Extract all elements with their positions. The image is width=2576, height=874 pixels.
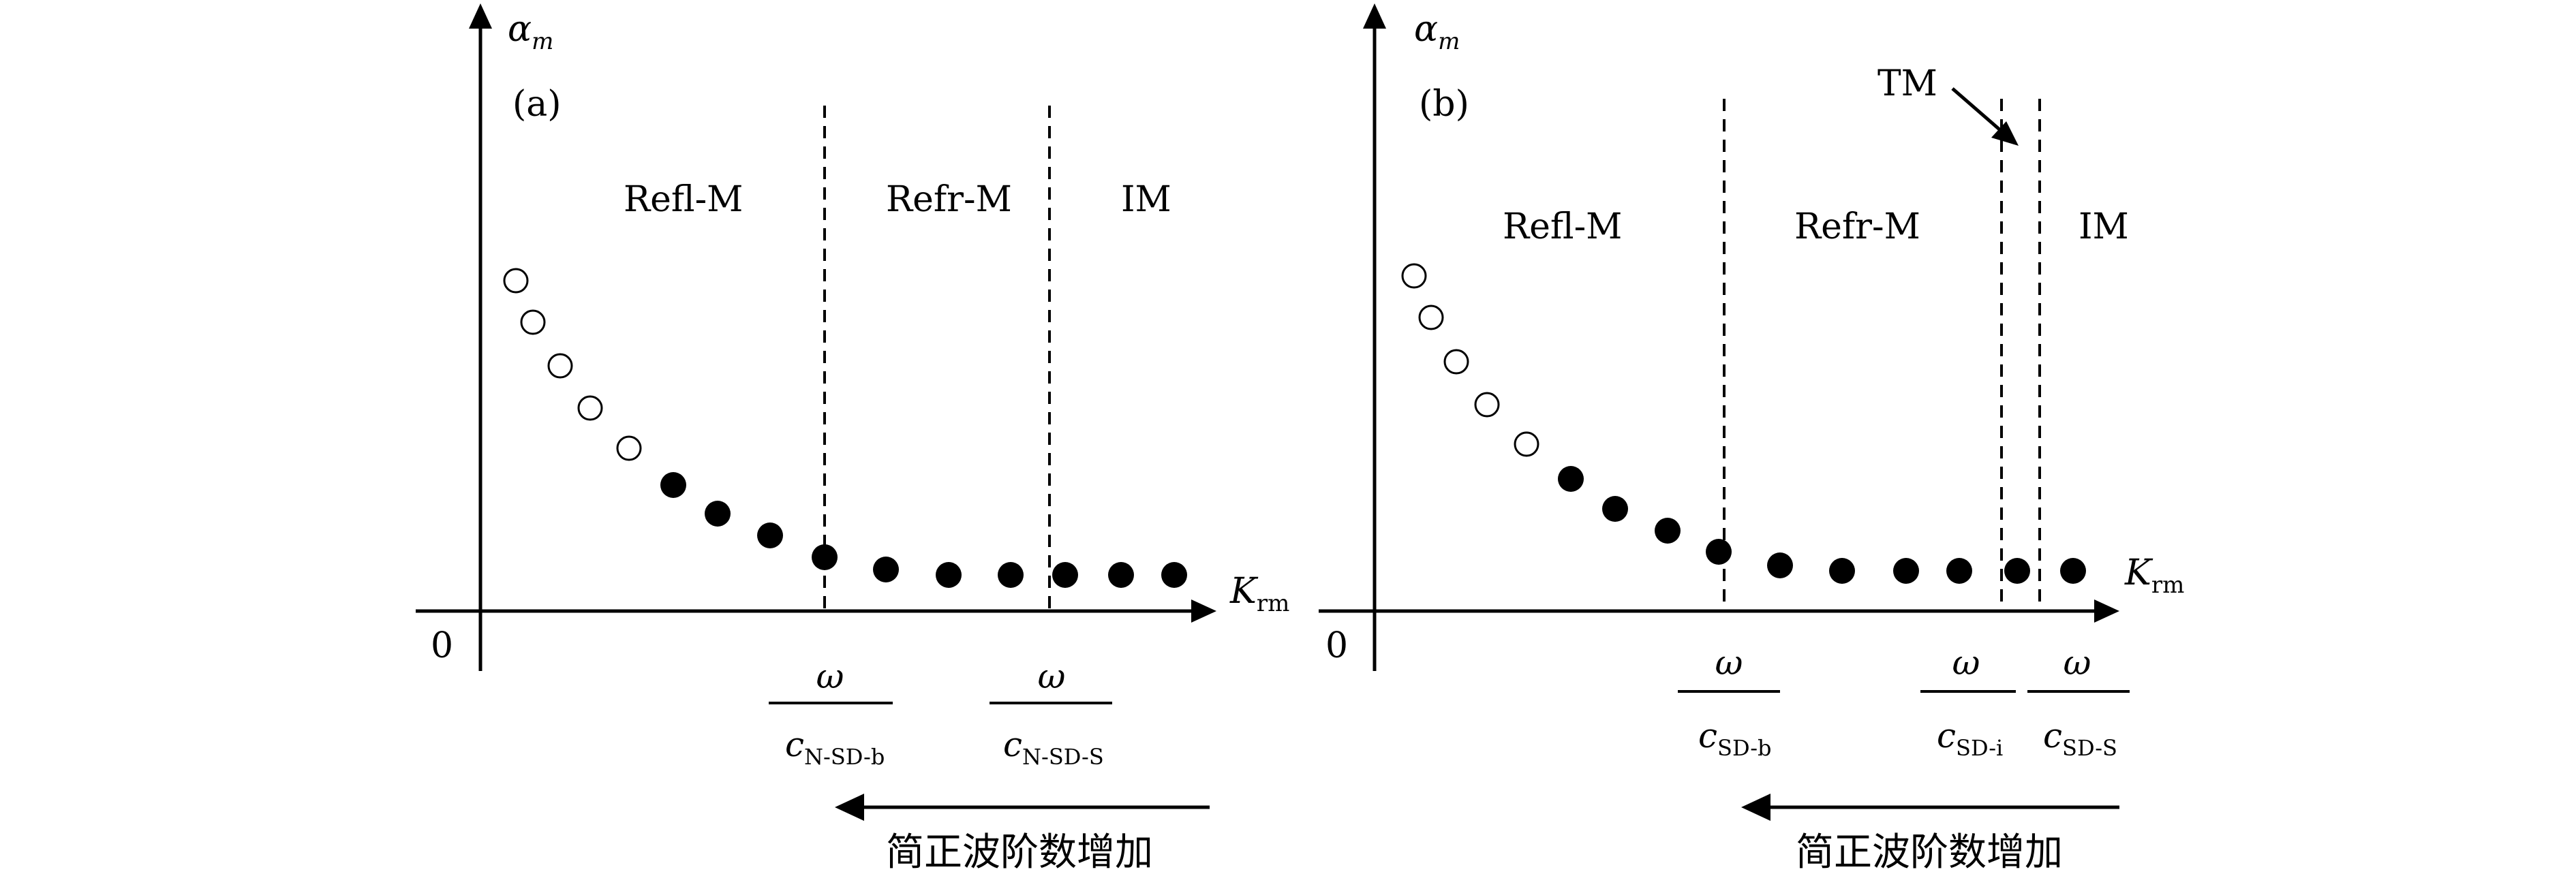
y-axis-label: αm xyxy=(1414,9,1460,55)
mode-point-open xyxy=(1443,349,1469,375)
boundary-fraction: ω cSD-b xyxy=(1678,643,1780,761)
y-axis-arrowhead xyxy=(469,3,492,29)
panel-tag: (b) xyxy=(1419,84,1469,125)
mode-point-open xyxy=(520,309,546,335)
mode-point-filled xyxy=(2060,558,2086,584)
mode-point-filled xyxy=(873,557,899,582)
mode-point-filled xyxy=(1946,558,1972,584)
origin-label: 0 xyxy=(431,625,453,666)
origin-label: 0 xyxy=(1325,625,1348,666)
mode-point-filled xyxy=(1052,562,1078,588)
region-label-reflected: Refl-M xyxy=(1503,206,1622,247)
y-axis-label: αm xyxy=(508,9,553,55)
region-label-interface: IM xyxy=(1121,179,1171,220)
region-label-reflected: Refl-M xyxy=(624,179,743,220)
mode-point-filled xyxy=(998,562,1024,588)
mode-point-filled xyxy=(1558,466,1584,492)
panel-b: αm (b) Krm 0 TM Refl-M Refr-M IM xyxy=(1319,3,2184,874)
svg-text:ω: ω xyxy=(816,657,844,696)
svg-text:ω: ω xyxy=(2064,643,2091,683)
region-label-refracted: Refr-M xyxy=(1794,206,1920,247)
mode-point-filled xyxy=(1706,539,1732,565)
boundary-fraction: ω cSD-S xyxy=(2027,643,2130,761)
y-axis-arrowhead xyxy=(1363,3,1386,29)
svg-text:ω: ω xyxy=(1715,643,1743,683)
mode-point-open xyxy=(503,268,529,294)
mode-point-filled xyxy=(705,501,731,527)
svg-text:cSD-S: cSD-S xyxy=(2043,716,2117,761)
transition-arrow xyxy=(1951,87,2006,136)
mode-order-caption: 简正波阶数增加 xyxy=(1796,830,2063,874)
mode-point-filled xyxy=(1893,558,1919,584)
mode-point-open xyxy=(547,353,573,379)
mode-point-open xyxy=(1474,392,1500,418)
mode-point-filled xyxy=(1161,562,1187,588)
svg-text:cN-SD-S: cN-SD-S xyxy=(1003,725,1104,770)
svg-text:cSD-i: cSD-i xyxy=(1937,716,2003,761)
mode-point-filled xyxy=(660,472,686,498)
boundary-fraction: ω cN-SD-S xyxy=(990,657,1112,770)
mode-point-open xyxy=(1514,431,1539,457)
region-label-refracted: Refr-M xyxy=(886,179,1012,220)
x-axis-arrowhead xyxy=(1191,599,1216,623)
mode-order-caption: 简正波阶数增加 xyxy=(886,830,1153,874)
svg-text:cSD-b: cSD-b xyxy=(1698,716,1771,761)
mode-point-open xyxy=(1401,263,1427,289)
panel-tag: (a) xyxy=(512,84,562,125)
transition-mode-label: TM xyxy=(1877,63,1937,104)
x-axis-label: Krm xyxy=(1229,571,1289,617)
svg-text:ω: ω xyxy=(1952,643,1980,683)
x-axis-label: Krm xyxy=(2124,552,2184,599)
mode-point-filled xyxy=(1655,518,1681,544)
svg-text:cN-SD-b: cN-SD-b xyxy=(785,725,885,770)
mode-order-arrowhead xyxy=(835,794,864,821)
svg-text:ω: ω xyxy=(1038,657,1066,696)
mode-point-open xyxy=(577,395,603,421)
mode-point-filled xyxy=(812,544,838,570)
region-label-interface: IM xyxy=(2079,206,2129,247)
panel-a: αm (a) Krm 0 Refl-M Refr-M IM ω cN-SD- xyxy=(416,3,1289,874)
mode-point-filled xyxy=(757,522,783,548)
boundary-fraction: ω cN-SD-b xyxy=(769,657,893,770)
mode-point-filled xyxy=(1829,558,1855,584)
mode-order-arrowhead xyxy=(1741,794,1770,821)
mode-point-filled xyxy=(1767,552,1793,578)
mode-point-filled xyxy=(936,562,962,588)
mode-point-open xyxy=(616,435,642,461)
mode-point-filled xyxy=(1108,562,1134,588)
mode-point-open xyxy=(1418,305,1444,330)
transition-arrowhead xyxy=(1991,121,2019,146)
mode-point-filled xyxy=(1602,496,1628,522)
boundary-fraction: ω cSD-i xyxy=(1920,643,2016,761)
mode-point-filled xyxy=(2004,558,2030,584)
x-axis-arrowhead xyxy=(2094,599,2119,623)
